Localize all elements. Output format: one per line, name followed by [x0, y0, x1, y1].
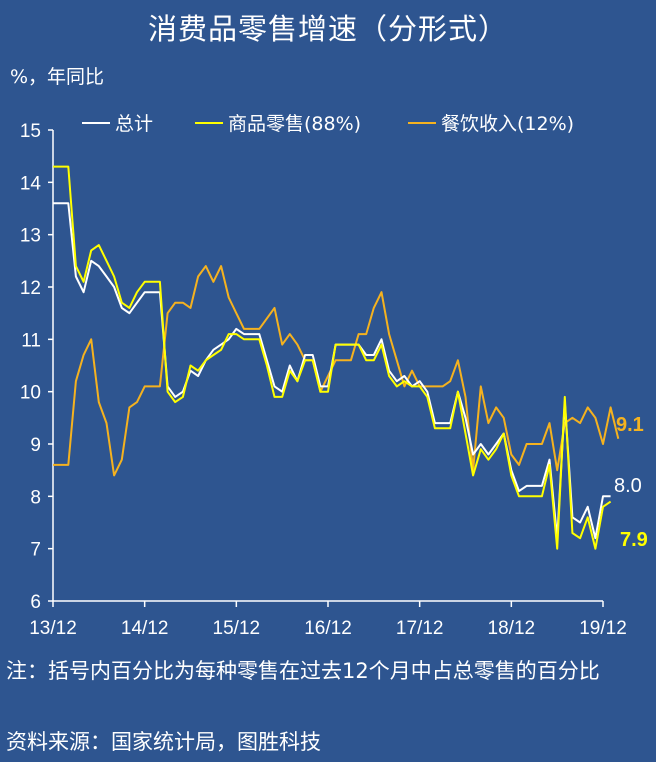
source-note: 资料来源：国家统计局，图胜科技: [6, 730, 321, 754]
legend-label-2: 餐饮收入(12%): [441, 113, 574, 135]
y-tick-label: 15: [20, 121, 41, 142]
y-tick-label: 14: [20, 173, 42, 194]
legend: 总计 商品零售(88%) 餐饮收入(12%): [82, 113, 574, 135]
y-tick-label: 11: [21, 330, 41, 351]
x-tick-label: 15/12: [213, 618, 261, 639]
end-label-2: 7.9: [620, 529, 648, 551]
x-tick-label: 16/12: [304, 618, 352, 639]
footnote: 注：括号内百分比为每种零售在过去12个月中占总零售的百分比: [6, 659, 600, 683]
x-tick-label: 13/12: [29, 618, 77, 639]
y-tick-label: 6: [30, 592, 41, 613]
y-tick-label: 8: [30, 487, 41, 508]
end-label-0: 9.1: [616, 414, 644, 436]
y-tick-label: 7: [30, 540, 41, 561]
x-tick-label: 19/12: [579, 618, 627, 639]
chart-title: 消费品零售增速（分形式）: [147, 12, 508, 46]
y-tick-label: 13: [20, 226, 41, 247]
end-label-1: 8.0: [614, 475, 642, 497]
y-tick-label: 10: [20, 383, 41, 404]
y-tick-label: 9: [30, 435, 41, 456]
end-labels: 9.1 8.0 7.9: [614, 414, 648, 551]
series-line-2: [53, 265, 620, 477]
x-tick-label: 17/12: [396, 618, 444, 639]
unit-label: %，年同比: [10, 66, 105, 88]
axes: 6 7 8 9 10 11 12 13 14 15 13/12 14/12 15/12 16/12 17/1…: [20, 121, 627, 639]
series-line-1: [53, 165, 612, 550]
y-tick-label: 12: [20, 278, 41, 299]
line-chart: 6 7 8 9 10 11 12 13 14 15 13/12 14/12 15/12 16/12 17/1…: [20, 113, 648, 639]
x-tick-label: 14/12: [121, 618, 169, 639]
x-tick-label: 18/12: [488, 618, 536, 639]
legend-label-0: 总计: [115, 113, 153, 135]
series-lines: [53, 165, 620, 550]
legend-label-1: 商品零售(88%): [228, 113, 361, 135]
